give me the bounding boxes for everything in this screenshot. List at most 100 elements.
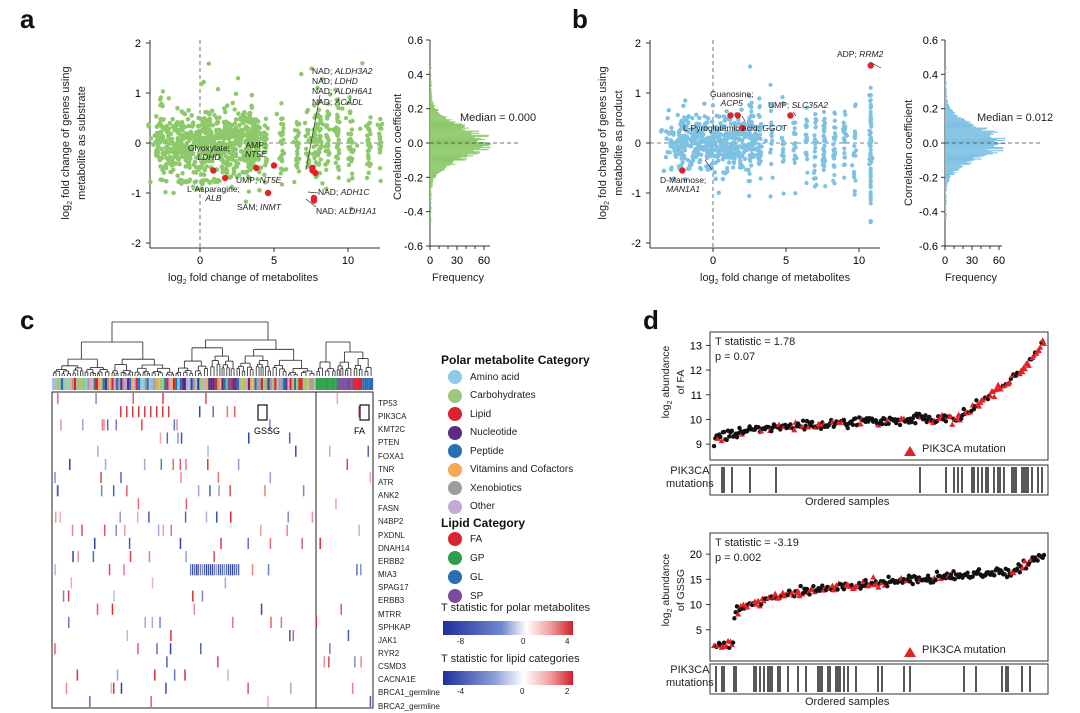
scatter-point (158, 164, 163, 169)
scatter-point (746, 179, 751, 184)
category-cell (203, 378, 206, 390)
ytick-label: 0.6 (923, 35, 938, 47)
hist-bar (430, 210, 432, 213)
highlight-point (787, 112, 794, 119)
scatter-point (183, 146, 188, 151)
category-cell (87, 378, 90, 390)
ytick-label: -0.6 (404, 241, 423, 253)
sample-point (863, 577, 868, 583)
category-cell (230, 378, 233, 390)
scatter-point (166, 132, 171, 137)
hist-bar (430, 186, 433, 188)
scatter-point (358, 126, 363, 131)
highlight-point (727, 112, 734, 119)
scatter-point (262, 123, 268, 128)
heatmap-cell (100, 472, 102, 484)
category-cell (96, 378, 99, 390)
scatter-point (292, 127, 298, 133)
scatter-point (832, 172, 837, 178)
heatmap-cell (180, 432, 183, 444)
panel-a-scatter: 210-1-2 0 5 10 (131, 38, 385, 267)
scatter-point (156, 136, 162, 141)
lipid-scale-tick-min: -4 (457, 687, 465, 696)
sample-point (845, 425, 850, 431)
heatmap-cell (287, 511, 289, 523)
scatter-point (293, 135, 298, 141)
scatter-point (693, 122, 699, 127)
category-cell (302, 378, 305, 390)
scatter-point (255, 132, 260, 137)
category-cell (318, 378, 321, 390)
hist-bar (945, 165, 964, 167)
hist-bar (945, 96, 948, 98)
category-cell (71, 378, 74, 390)
heatmap-cell (295, 445, 297, 457)
scatter-point (335, 97, 341, 102)
heatmap-cell (162, 524, 165, 536)
scatter-point (334, 125, 339, 130)
scatter-point (324, 161, 330, 166)
scatter-point (231, 171, 237, 176)
heatmap-cell (168, 406, 170, 418)
scatter-point (292, 179, 297, 185)
scatter-point (769, 131, 774, 136)
sample-point (835, 587, 840, 592)
scatter-point (690, 115, 695, 121)
heatmap-cell (201, 590, 204, 602)
ytick-label: 10 (690, 600, 702, 612)
sample-point (952, 576, 958, 582)
heatmap-cell (213, 551, 215, 563)
hist-bar (430, 153, 478, 155)
heatmap-cell (113, 590, 115, 602)
scatter-point (348, 206, 354, 211)
mutant-sample (1006, 379, 1013, 385)
category-cell (124, 378, 127, 390)
scatter-point (225, 145, 231, 151)
scatter-point (163, 162, 169, 167)
scatter-point (317, 150, 322, 155)
scatter-point (727, 117, 733, 122)
scatter-point (841, 120, 846, 125)
scatter-point (335, 133, 340, 138)
scatter-point (850, 163, 855, 168)
scatter-point (673, 154, 679, 160)
scatter-point (200, 180, 205, 185)
legend-dot (448, 481, 462, 495)
scatter-point (230, 145, 235, 151)
scatter-point (222, 147, 227, 152)
gssg-legend-label: PIK3CA mutation (922, 644, 1006, 656)
scatter-point (348, 131, 354, 137)
xtick-label: 0 (942, 255, 948, 267)
category-cell (311, 378, 314, 390)
scatter-point (709, 119, 715, 124)
heatmap-cell (76, 669, 79, 681)
scatter-point (812, 149, 817, 154)
hist-bar (430, 190, 432, 192)
hist-bar (945, 183, 948, 185)
scatter-point (253, 151, 258, 156)
hist-bar (430, 152, 480, 154)
heatmap-cell (229, 511, 232, 523)
scatter-point (812, 168, 817, 173)
gssg-legend-triangle (904, 647, 916, 657)
category-cell (353, 378, 356, 390)
heatmap-cell (151, 616, 154, 628)
scatter-point (261, 136, 266, 142)
scatter-point (718, 126, 723, 131)
mutant-sample (1019, 565, 1026, 571)
scatter-point (375, 122, 380, 127)
scatter-point (368, 131, 373, 137)
scatter-point (730, 165, 736, 170)
scatter-point (686, 120, 691, 125)
hist-bar (945, 217, 947, 219)
mutant-sample (857, 421, 864, 427)
scatter-point (279, 182, 285, 187)
hist-bar (430, 206, 432, 208)
hist-bar (945, 105, 950, 108)
scatter-point (278, 171, 284, 176)
scatter-point (851, 169, 857, 175)
category-cell (168, 378, 171, 390)
scatter-point (279, 101, 284, 106)
category-cell (159, 378, 162, 390)
scatter-point (832, 148, 837, 153)
